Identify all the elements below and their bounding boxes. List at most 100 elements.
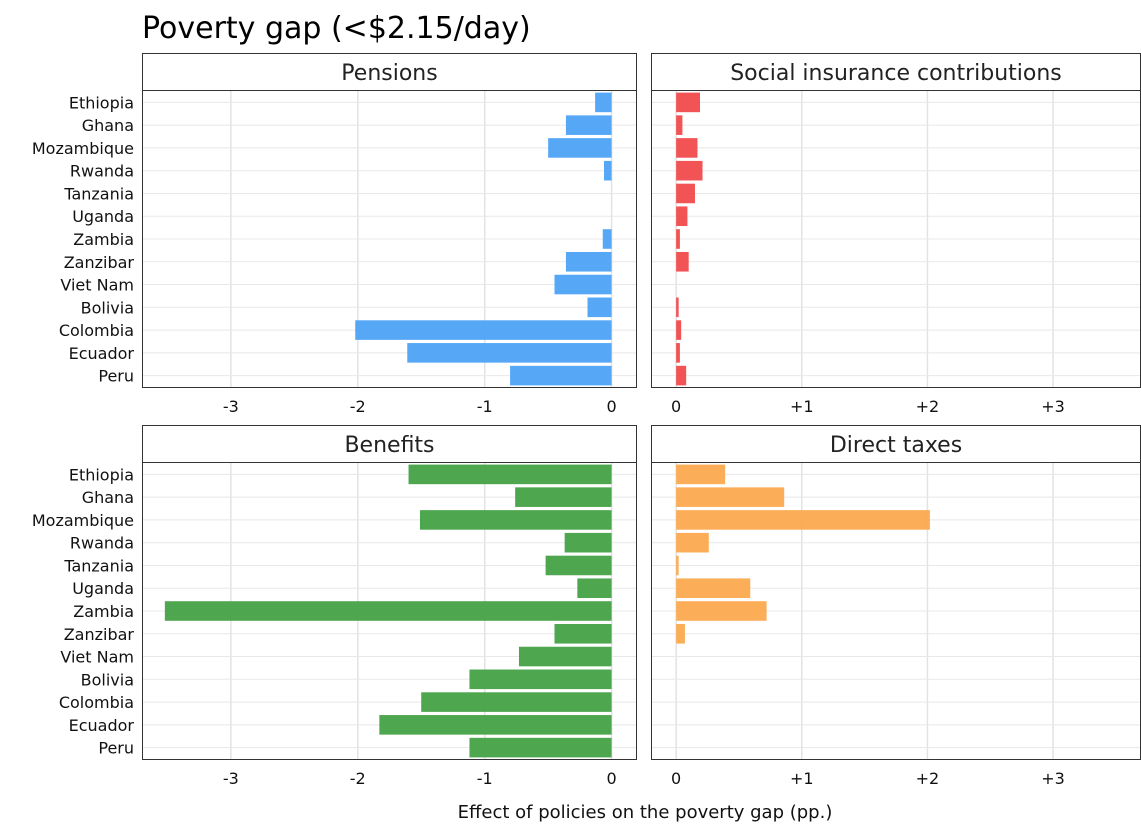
bar xyxy=(577,578,612,599)
bar xyxy=(676,343,680,363)
bar xyxy=(407,343,612,363)
x-tick-label: -2 xyxy=(350,397,366,416)
category-label: Bolivia xyxy=(81,298,134,317)
bar xyxy=(676,320,682,340)
bar xyxy=(564,532,612,553)
bar xyxy=(421,692,612,712)
panel-strip-label: Benefits xyxy=(344,433,434,458)
category-label: Uganda xyxy=(72,579,134,598)
bar xyxy=(554,623,612,644)
bar xyxy=(548,138,612,158)
category-label: Ethiopia xyxy=(69,465,134,484)
panel-strip-label: Direct taxes xyxy=(830,433,962,458)
bar xyxy=(515,487,612,507)
bar xyxy=(595,92,612,113)
bar xyxy=(587,297,612,318)
bar xyxy=(604,160,612,181)
x-tick-label: 0 xyxy=(607,769,617,788)
bar xyxy=(379,715,612,735)
x-tick-label: +3 xyxy=(1041,769,1065,788)
bar xyxy=(469,669,612,690)
panel-social-insurance-contributions: Social insurance contributions 0 +1 +2 +3 xyxy=(651,53,1141,416)
bar xyxy=(676,365,687,386)
panel-strip xyxy=(142,425,637,463)
bar xyxy=(676,92,700,113)
category-label: Viet Nam xyxy=(60,648,134,667)
x-tick-label: +1 xyxy=(790,769,814,788)
category-label: Tanzania xyxy=(63,556,134,575)
category-label: Mozambique xyxy=(32,139,134,158)
panel-strip-label: Pensions xyxy=(341,61,437,86)
bar xyxy=(676,206,688,227)
category-label: Ethiopia xyxy=(69,93,134,112)
bar xyxy=(676,464,726,485)
bar xyxy=(676,601,767,621)
panel-benefits: Benefits Ethiopia Ghana Mozambique Rwanda Tan… xyxy=(32,425,637,788)
category-label: Bolivia xyxy=(81,670,134,689)
category-label: Ecuador xyxy=(69,716,135,735)
x-tick-label: +1 xyxy=(790,397,814,416)
x-tick-label: +3 xyxy=(1041,397,1065,416)
bar xyxy=(676,160,703,181)
panel-pensions: Pensions Ethiopia Ghana Mozambique Rwanda Tan… xyxy=(32,53,637,416)
category-label: Colombia xyxy=(59,693,134,712)
bar xyxy=(676,138,698,158)
x-tick-label: +2 xyxy=(916,397,940,416)
x-tick-label: -3 xyxy=(223,397,239,416)
bar xyxy=(676,229,680,249)
category-label: Peru xyxy=(98,367,134,386)
category-label: Ecuador xyxy=(69,344,135,363)
bar xyxy=(469,737,612,758)
bar xyxy=(355,320,612,340)
x-tick-label: -1 xyxy=(477,397,493,416)
bar xyxy=(676,297,679,318)
panel-direct-taxes: Direct taxes 0 +1 +2 +3 xyxy=(651,425,1141,788)
category-label: Uganda xyxy=(72,207,134,226)
panel-strip xyxy=(142,53,637,91)
category-label: Colombia xyxy=(59,321,134,340)
x-tick-label: 0 xyxy=(607,397,617,416)
bar xyxy=(676,578,751,599)
category-label: Rwanda xyxy=(70,534,134,553)
bar xyxy=(565,115,612,135)
bar xyxy=(602,229,612,249)
category-label: Rwanda xyxy=(70,162,134,181)
bar xyxy=(545,555,612,576)
bar xyxy=(408,464,612,485)
category-label: Zambia xyxy=(73,602,134,621)
bar xyxy=(510,365,612,386)
bar xyxy=(676,183,695,204)
category-label: Zanzibar xyxy=(64,625,135,644)
bar xyxy=(676,487,785,507)
category-label: Zanzibar xyxy=(64,253,135,272)
panels: Pensions Ethiopia Ghana Mozambique Rwanda Tan… xyxy=(32,53,1141,788)
bar xyxy=(676,555,679,576)
category-label: Zambia xyxy=(73,230,134,249)
bar xyxy=(419,510,612,530)
x-tick-label: -3 xyxy=(223,769,239,788)
x-tick-label: -2 xyxy=(350,769,366,788)
category-label: Peru xyxy=(98,739,134,758)
category-label: Ghana xyxy=(82,488,134,507)
bar xyxy=(164,601,612,621)
bar xyxy=(554,274,612,295)
x-tick-label: -1 xyxy=(477,769,493,788)
bar xyxy=(518,646,612,667)
category-label: Ghana xyxy=(82,116,134,135)
panel-strip xyxy=(651,53,1141,91)
bar xyxy=(676,251,689,272)
bar xyxy=(565,251,612,272)
x-tick-label: 0 xyxy=(671,769,681,788)
chart-title: Poverty gap (<$2.15/day) xyxy=(142,11,531,46)
category-label: Mozambique xyxy=(32,511,134,530)
panel-strip xyxy=(651,425,1141,463)
x-tick-label: +2 xyxy=(916,769,940,788)
bar xyxy=(676,623,685,644)
x-axis-label: Effect of policies on the poverty gap (p… xyxy=(458,802,833,823)
x-tick-label: 0 xyxy=(671,397,681,416)
bar xyxy=(676,510,930,530)
bar xyxy=(676,532,709,553)
category-label: Tanzania xyxy=(63,184,134,203)
panel-strip-label: Social insurance contributions xyxy=(730,61,1062,86)
